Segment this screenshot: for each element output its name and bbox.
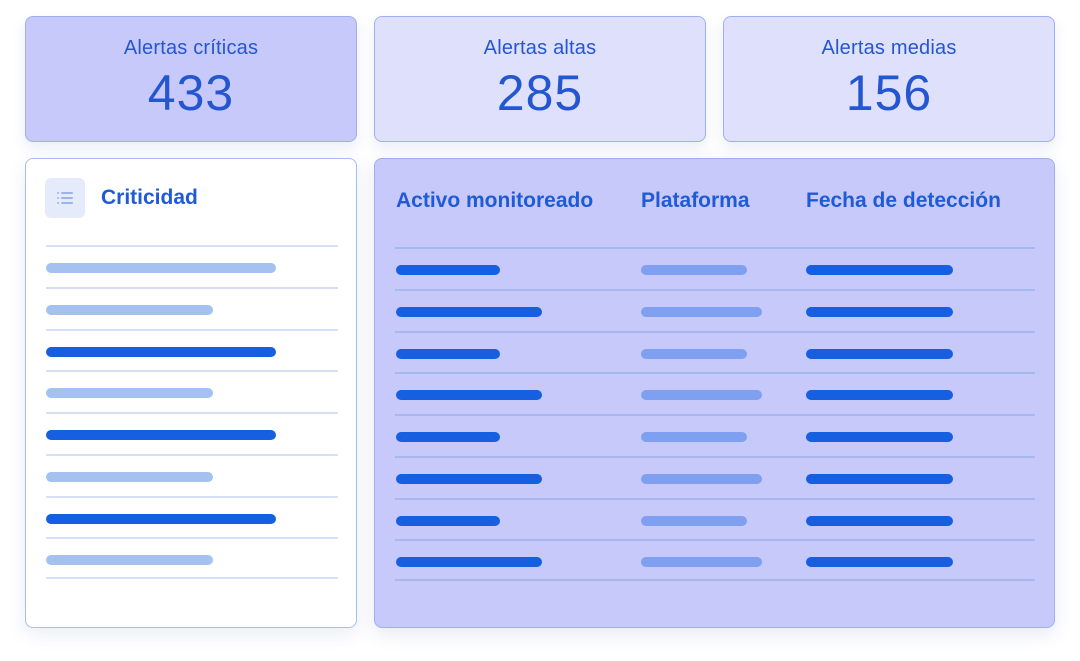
placeholder-bar bbox=[46, 346, 276, 357]
placeholder-bar bbox=[46, 430, 276, 440]
criticality-header: Criticidad bbox=[45, 178, 198, 218]
table-row[interactable] bbox=[395, 497, 1035, 540]
criticality-list bbox=[46, 245, 338, 579]
list-item[interactable] bbox=[46, 245, 338, 287]
list-item[interactable] bbox=[46, 328, 338, 371]
date-cell-placeholder bbox=[806, 348, 953, 359]
date-cell-placeholder bbox=[806, 390, 953, 401]
asset-cell-placeholder bbox=[396, 473, 542, 484]
date-cell-placeholder bbox=[806, 265, 953, 275]
medium-alerts-card[interactable]: Alertas medias 156 bbox=[723, 16, 1055, 142]
asset-cell-placeholder bbox=[396, 265, 500, 275]
list-icon bbox=[45, 178, 85, 218]
table-row[interactable] bbox=[395, 330, 1035, 373]
high-alerts-label: Alertas altas bbox=[483, 37, 597, 59]
list-item[interactable] bbox=[46, 370, 338, 412]
list-item[interactable] bbox=[46, 286, 338, 329]
asset-cell-placeholder bbox=[396, 515, 500, 526]
platform-cell-placeholder bbox=[641, 432, 747, 442]
list-item[interactable] bbox=[46, 412, 338, 454]
date-cell-placeholder bbox=[806, 473, 953, 484]
date-cell-placeholder bbox=[806, 306, 953, 317]
placeholder-bar bbox=[46, 263, 276, 273]
placeholder-bar bbox=[46, 471, 213, 482]
table-row[interactable] bbox=[395, 455, 1035, 498]
placeholder-bar bbox=[46, 513, 276, 524]
platform-cell-placeholder bbox=[641, 390, 762, 401]
placeholder-bar bbox=[46, 388, 213, 399]
critical-alerts-count: 433 bbox=[147, 65, 235, 121]
date-cell-placeholder bbox=[806, 432, 953, 442]
asset-cell-placeholder bbox=[396, 348, 500, 359]
table-row[interactable] bbox=[395, 539, 1035, 581]
medium-alerts-count: 156 bbox=[845, 65, 933, 121]
column-header-detection-date[interactable]: Fecha de detección bbox=[806, 189, 1001, 212]
platform-cell-placeholder bbox=[641, 306, 762, 317]
table-row[interactable] bbox=[395, 414, 1035, 456]
detections-table: Activo monitoreado Plataforma Fecha de d… bbox=[374, 158, 1055, 628]
asset-cell-placeholder bbox=[396, 432, 500, 442]
date-cell-placeholder bbox=[806, 515, 953, 526]
high-alerts-count: 285 bbox=[496, 65, 584, 121]
placeholder-bar bbox=[46, 304, 213, 315]
table-row[interactable] bbox=[395, 372, 1035, 414]
list-item[interactable] bbox=[46, 495, 338, 538]
high-alerts-card[interactable]: Alertas altas 285 bbox=[374, 16, 706, 142]
list-item[interactable] bbox=[46, 453, 338, 496]
column-header-platform[interactable]: Plataforma bbox=[641, 189, 750, 212]
critical-alerts-label: Alertas críticas bbox=[123, 37, 259, 59]
asset-cell-placeholder bbox=[396, 306, 542, 317]
table-row[interactable] bbox=[395, 247, 1035, 289]
asset-cell-placeholder bbox=[396, 557, 542, 568]
criticality-title: Criticidad bbox=[101, 186, 198, 209]
list-item[interactable] bbox=[46, 537, 338, 579]
date-cell-placeholder bbox=[806, 557, 953, 568]
asset-cell-placeholder bbox=[396, 390, 542, 401]
table-row[interactable] bbox=[395, 288, 1035, 331]
platform-cell-placeholder bbox=[641, 515, 747, 526]
placeholder-bar bbox=[46, 555, 213, 566]
table-body bbox=[395, 247, 1035, 581]
criticality-panel: Criticidad bbox=[25, 158, 357, 628]
platform-cell-placeholder bbox=[641, 265, 747, 275]
column-header-asset[interactable]: Activo monitoreado bbox=[396, 189, 594, 212]
platform-cell-placeholder bbox=[641, 557, 762, 568]
platform-cell-placeholder bbox=[641, 473, 762, 484]
platform-cell-placeholder bbox=[641, 348, 747, 359]
critical-alerts-card[interactable]: Alertas críticas 433 bbox=[25, 16, 357, 142]
medium-alerts-label: Alertas medias bbox=[821, 37, 957, 59]
